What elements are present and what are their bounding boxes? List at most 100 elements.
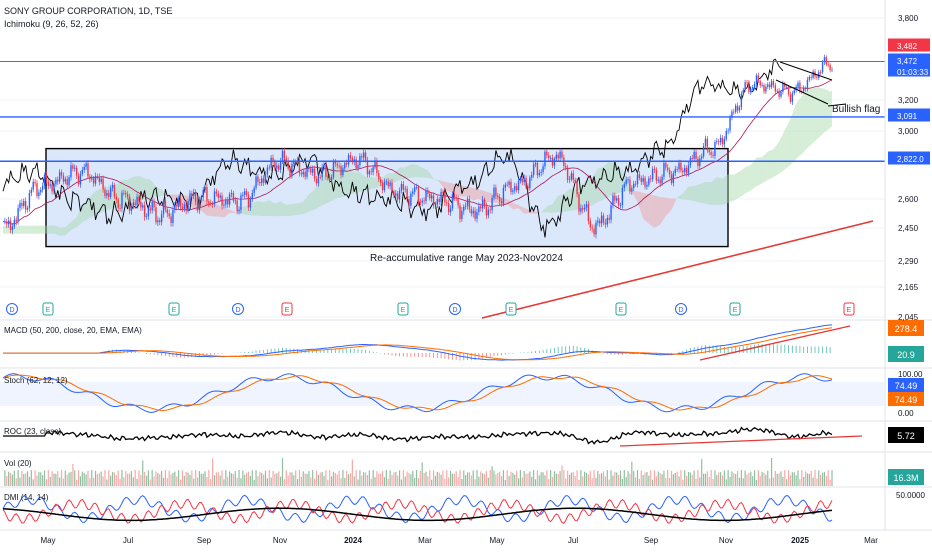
flag-pointer [827, 103, 847, 107]
flag-upper-line [779, 61, 833, 81]
volume-bar [461, 479, 463, 486]
volume-bar [329, 470, 331, 486]
volume-bar [776, 473, 778, 486]
candle-body [75, 167, 78, 176]
candle-body [504, 184, 507, 188]
candle-body [185, 204, 187, 211]
volume-bar [385, 470, 387, 486]
candle-body [136, 196, 138, 206]
candle-body [702, 146, 705, 157]
candle-body [734, 105, 737, 112]
candle-body [268, 167, 270, 169]
volume-bar [799, 479, 801, 486]
price-badge-label: 01:03:33 [897, 68, 929, 77]
candle-body [483, 199, 486, 207]
roc-value: 5.72 [897, 431, 915, 441]
volume-bar [731, 471, 733, 486]
cloud-segment [399, 167, 406, 181]
candle-body [391, 182, 393, 192]
candle-body [234, 200, 236, 202]
macd-trend-arrow [699, 325, 851, 361]
candle-body [408, 199, 410, 206]
candle-body [427, 190, 429, 194]
volume-bar [770, 458, 773, 486]
candle-body [512, 190, 514, 192]
cloud-segment [48, 225, 54, 234]
stoch-band [0, 382, 885, 406]
candle-body [444, 192, 446, 203]
candle-body [55, 179, 57, 185]
volume-bar [668, 478, 671, 486]
candle-body [821, 62, 824, 73]
candle-body [217, 193, 219, 198]
volume-bar [500, 476, 503, 486]
candle-body [684, 167, 686, 173]
candle-body [595, 222, 597, 235]
candle-body [561, 151, 563, 158]
candle-body [310, 168, 312, 173]
volume-bar [68, 472, 70, 486]
price-tick: 3,000 [898, 127, 919, 136]
volume-bar [489, 470, 491, 486]
volume-bar [240, 478, 242, 486]
candle-body [719, 137, 722, 143]
candle-body [682, 170, 684, 173]
candle-body [827, 64, 829, 66]
candle-body [638, 174, 641, 178]
candle-body [398, 190, 401, 200]
candle-body [340, 166, 342, 176]
cloud-segment [671, 197, 678, 210]
candle-body [570, 173, 573, 180]
event-marker-label: D [678, 307, 683, 314]
volume-bar [164, 470, 167, 486]
time-tick: Mar [864, 536, 878, 545]
volume-bar [21, 470, 23, 486]
candle-body [79, 173, 82, 185]
volume-bar [57, 471, 59, 486]
earnings-marker [843, 302, 855, 316]
volume-bar [423, 472, 425, 486]
candle-body [311, 168, 314, 173]
volume-bar [708, 477, 710, 486]
volume-bar [823, 471, 826, 486]
volume-bar [670, 470, 673, 486]
volume-bar [77, 470, 80, 486]
candle-body [342, 168, 344, 176]
candle-body [396, 193, 399, 200]
horizontal-levels [0, 60, 885, 162]
volume-bar [465, 475, 467, 486]
volume-bar [810, 471, 812, 486]
candle-body [578, 194, 580, 212]
volume-bar [100, 471, 102, 486]
candle-body [825, 57, 828, 65]
volume-bar [725, 479, 727, 486]
volume-bar [155, 471, 157, 486]
volume-bar [47, 470, 49, 486]
volume-bar [347, 474, 350, 486]
volume-bar [540, 472, 542, 486]
vol-label: Vol (20) [4, 459, 32, 468]
candle-body [819, 72, 822, 74]
candle-body [381, 182, 384, 191]
stoch-k-badge [888, 378, 924, 392]
candle-body [151, 201, 153, 211]
volume-bar [408, 473, 410, 486]
volume-bar [374, 477, 376, 486]
candle-body [680, 162, 682, 171]
cloud-segment [699, 182, 706, 204]
volume-bar [474, 479, 476, 486]
cloud-segment [818, 87, 825, 138]
volume-bar [631, 461, 633, 486]
volume-bar [198, 471, 200, 486]
volume-bar [17, 470, 19, 486]
candle-body [565, 166, 567, 168]
candle-body [663, 162, 665, 177]
candle-body [206, 186, 208, 202]
volume-bar [529, 471, 531, 486]
candle-body [808, 77, 811, 80]
stoch-d-line [2, 374, 833, 411]
cloud-segment [614, 163, 621, 195]
uptrend-line [481, 220, 874, 319]
volume-bar [281, 458, 284, 486]
